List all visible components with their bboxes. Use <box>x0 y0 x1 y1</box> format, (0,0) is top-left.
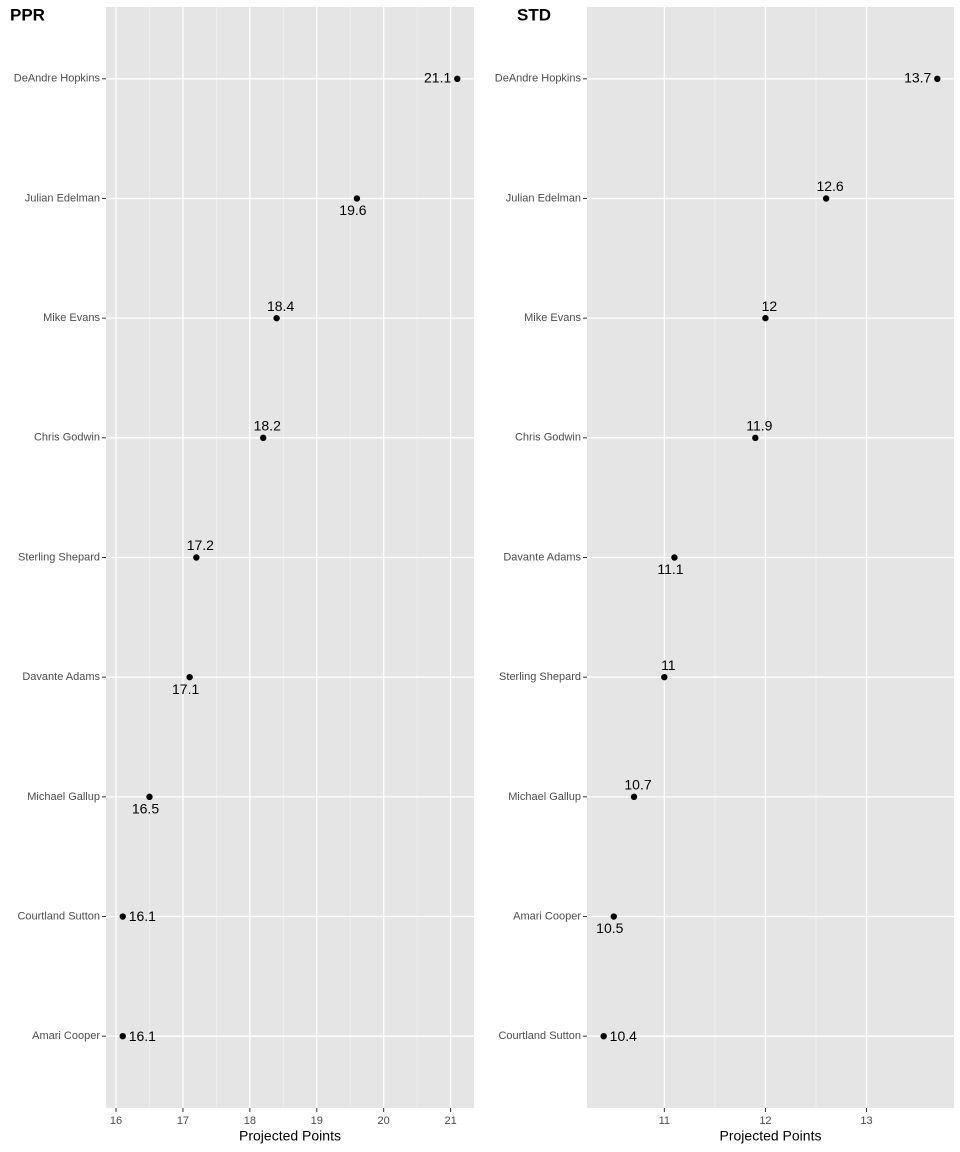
data-label: 11.1 <box>657 561 683 577</box>
x-axis-label: Projected Points <box>239 1128 341 1144</box>
point <box>630 793 638 801</box>
point <box>119 913 126 920</box>
data-label: 18.2 <box>254 418 281 434</box>
point <box>273 314 280 322</box>
data-label: 18.4 <box>267 298 294 314</box>
x-tick-label: 21 <box>444 1115 456 1127</box>
data-label: 10.4 <box>610 1028 637 1044</box>
data-label: 13.7 <box>904 70 931 86</box>
data-label: 19.6 <box>339 202 366 218</box>
x-tick-label: 16 <box>110 1115 122 1127</box>
data-label: 17.2 <box>187 537 214 553</box>
point <box>600 1032 607 1040</box>
data-label: 17.1 <box>172 681 199 697</box>
data-label: 21.1 <box>424 70 451 86</box>
data-label: 12.6 <box>816 178 843 194</box>
x-tick-label: 11 <box>659 1115 670 1127</box>
y-tick-label: Julian Edelman <box>25 192 100 204</box>
point <box>671 554 678 561</box>
y-tick-label: Julian Edelman <box>506 192 581 204</box>
y-tick-label: Michael Gallup <box>27 791 100 803</box>
point <box>260 434 267 442</box>
x-axis-label: Projected Points <box>720 1128 822 1144</box>
point <box>119 1032 126 1040</box>
point <box>610 913 617 920</box>
x-tick-label: 18 <box>244 1115 256 1127</box>
x-tick-label: 20 <box>378 1115 390 1127</box>
y-tick-label: Davante Adams <box>22 671 100 683</box>
point <box>822 195 830 202</box>
data-label: 10.5 <box>596 920 623 936</box>
data-label: 16.1 <box>129 1028 156 1044</box>
y-tick-label: Michael Gallup <box>508 791 581 803</box>
point <box>661 673 668 681</box>
point <box>934 75 941 83</box>
y-tick-label: Sterling Shepard <box>18 551 100 563</box>
chart-title: STD <box>517 5 551 24</box>
point <box>186 673 193 681</box>
point <box>146 793 153 801</box>
y-tick-label: Chris Godwin <box>515 432 581 444</box>
y-tick-label: DeAndre Hopkins <box>495 73 582 85</box>
x-tick-label: 13 <box>860 1115 872 1127</box>
y-tick-label: Davante Adams <box>503 551 581 563</box>
x-tick-label: 17 <box>177 1115 189 1127</box>
point <box>762 314 769 322</box>
data-label: 11 <box>661 657 676 673</box>
y-tick-label: Chris Godwin <box>34 432 100 444</box>
y-tick-label: Mike Evans <box>524 312 581 324</box>
data-label: 11.9 <box>746 418 772 434</box>
point <box>454 75 461 83</box>
y-tick-label: Courtland Sutton <box>498 1030 581 1042</box>
point <box>752 434 759 442</box>
y-tick-label: Sterling Shepard <box>499 671 581 683</box>
chart-title: PPR <box>10 5 45 24</box>
data-label: 10.7 <box>624 777 651 793</box>
x-tick-label: 12 <box>759 1115 771 1127</box>
y-tick-label: DeAndre Hopkins <box>14 73 101 85</box>
x-tick-label: 19 <box>311 1115 323 1127</box>
point <box>353 195 361 202</box>
point <box>193 554 200 561</box>
y-tick-label: Mike Evans <box>43 312 100 324</box>
y-tick-label: Courtland Sutton <box>17 910 100 922</box>
y-tick-label: Amari Cooper <box>513 910 581 922</box>
data-label: 12 <box>762 298 778 314</box>
data-label: 16.1 <box>129 908 156 924</box>
data-label: 16.5 <box>132 801 159 817</box>
y-tick-label: Amari Cooper <box>32 1030 100 1042</box>
